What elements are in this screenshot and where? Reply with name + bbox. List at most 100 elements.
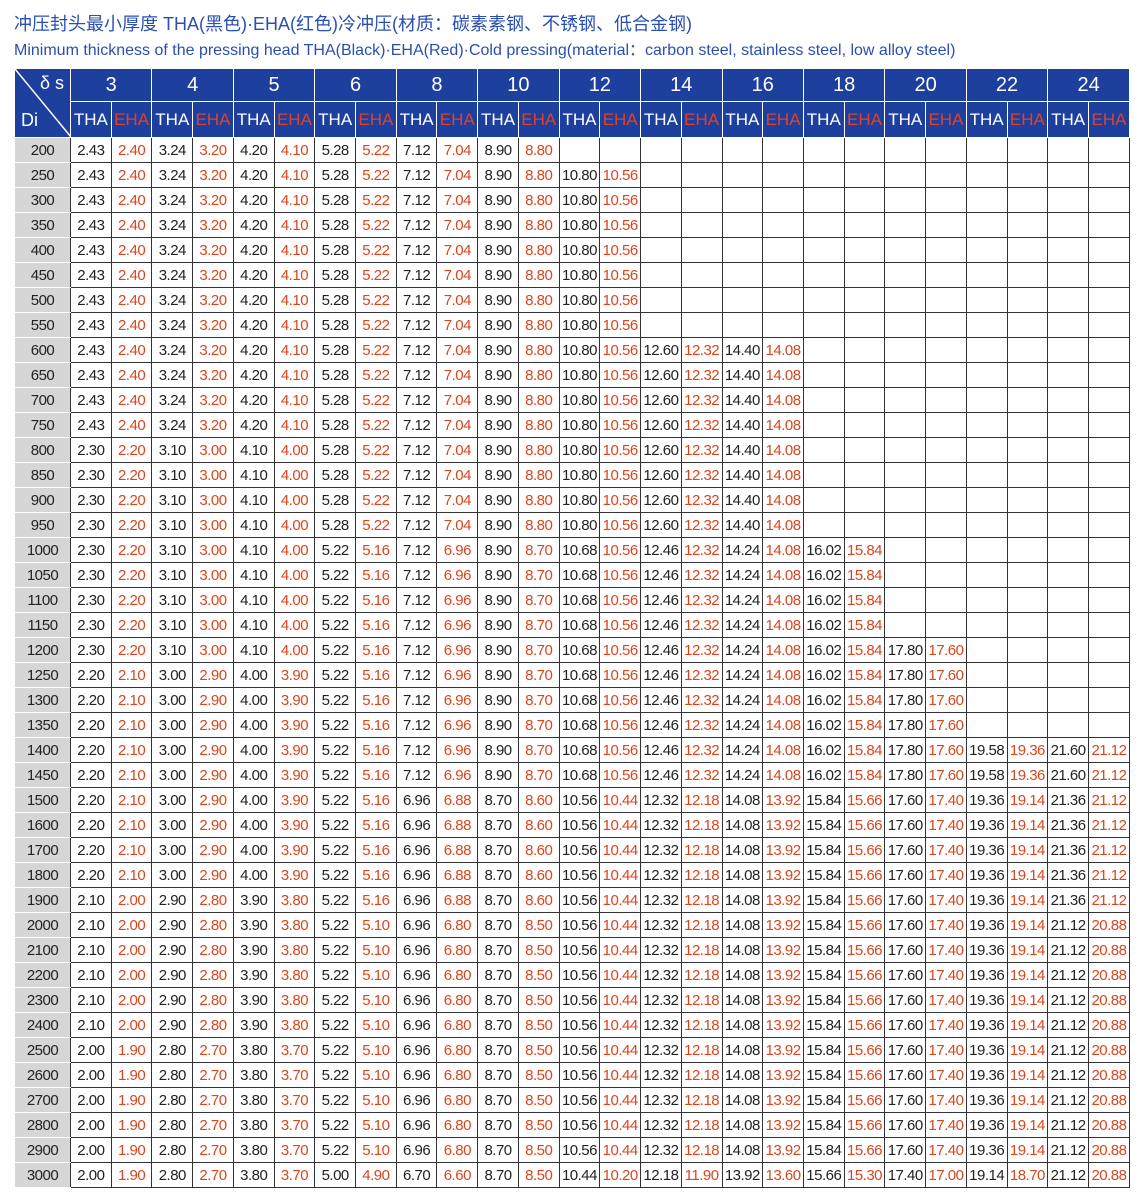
- di-cell: 800: [14, 437, 71, 463]
- tha-value-cell: 14.40: [721, 487, 764, 513]
- tha-value-cell: [802, 437, 845, 463]
- eha-value-cell: 2.90: [192, 762, 234, 788]
- eha-value-cell: 8.80: [517, 162, 560, 188]
- eha-value-cell: [762, 187, 804, 213]
- tha-value-cell: [1047, 462, 1089, 488]
- tha-value-cell: 12.32: [640, 1012, 682, 1038]
- eha-value-cell: 3.90: [273, 712, 316, 738]
- eha-value-cell: 8.80: [517, 462, 560, 488]
- eha-value-cell: 5.22: [355, 387, 397, 413]
- eha-value-cell: 3.20: [192, 162, 234, 188]
- tha-value-cell: 12.32: [640, 1037, 682, 1063]
- tha-header: THA: [640, 101, 682, 138]
- eha-value-cell: [1087, 162, 1131, 188]
- eha-value-cell: [680, 237, 723, 263]
- tha-value-cell: 19.36: [965, 887, 1008, 913]
- eha-value-cell: 3.20: [192, 412, 234, 438]
- tha-value-cell: 4.20: [232, 412, 275, 438]
- eha-value-cell: 14.08: [762, 412, 804, 438]
- tha-value-cell: 7.12: [395, 562, 438, 588]
- tha-value-cell: [965, 712, 1008, 738]
- tha-value-cell: 4.00: [232, 687, 275, 713]
- table-row: 1000 2.30 2.20 3.10 3.00 4.10 4.00 5.22 5.16 7.12…: [14, 537, 1131, 563]
- eha-value-cell: 12.18: [680, 837, 723, 863]
- tha-value-cell: 12.60: [640, 412, 682, 438]
- eha-value-cell: 12.18: [680, 1012, 723, 1038]
- tha-value-cell: 12.46: [640, 662, 682, 688]
- tha-value-cell: [1047, 587, 1089, 613]
- eha-value-cell: 3.00: [192, 587, 234, 613]
- eha-value-cell: [925, 187, 967, 213]
- eha-value-cell: 2.70: [192, 1062, 234, 1088]
- tha-value-cell: 7.12: [395, 712, 438, 738]
- eha-value-cell: [1087, 337, 1131, 363]
- tha-value-cell: 15.84: [802, 1087, 845, 1113]
- eha-value-cell: [925, 387, 967, 413]
- tha-value-cell: [721, 312, 764, 338]
- eha-value-cell: 3.70: [273, 1112, 316, 1138]
- tha-value-cell: 10.68: [558, 662, 601, 688]
- eha-value-cell: [1006, 662, 1049, 688]
- tha-value-cell: [1047, 537, 1089, 563]
- eha-value-cell: 2.10: [110, 862, 153, 888]
- eha-value-cell: 14.08: [762, 512, 804, 538]
- tha-value-cell: 14.08: [721, 1062, 764, 1088]
- tha-value-cell: 2.10: [70, 987, 112, 1013]
- eha-value-cell: [925, 412, 967, 438]
- eha-value-cell: 12.18: [680, 1087, 723, 1113]
- eha-value-cell: 21.12: [1087, 787, 1131, 813]
- tha-value-cell: [965, 687, 1008, 713]
- tha-value-cell: 5.28: [314, 237, 357, 263]
- eha-value-cell: 10.56: [599, 362, 642, 388]
- tha-value-cell: 8.90: [477, 287, 519, 313]
- eha-value-cell: 2.40: [110, 287, 153, 313]
- tha-header: THA: [151, 101, 194, 138]
- eha-value-cell: 2.10: [110, 687, 153, 713]
- eha-value-cell: 6.88: [436, 812, 479, 838]
- eha-value-cell: 10.44: [599, 1087, 642, 1113]
- tha-value-cell: 14.08: [721, 837, 764, 863]
- di-cell: 1900: [14, 887, 71, 913]
- eha-value-cell: 4.10: [273, 337, 316, 363]
- tha-value-cell: [884, 412, 927, 438]
- tha-value-cell: 3.10: [151, 637, 194, 663]
- tha-value-cell: [884, 362, 927, 388]
- di-cell: 2200: [14, 962, 71, 988]
- tha-value-cell: 2.43: [70, 187, 112, 213]
- eha-value-cell: 5.16: [355, 587, 397, 613]
- eha-header: EHA: [1087, 101, 1131, 138]
- eha-value-cell: 5.10: [355, 962, 397, 988]
- table-row: 1250 2.20 2.10 3.00 2.90 4.00 3.90 5.22 5.16 7.12…: [14, 662, 1131, 688]
- eha-value-cell: 5.16: [355, 887, 397, 913]
- eha-value-cell: 15.66: [843, 1112, 886, 1138]
- tha-value-cell: [802, 362, 845, 388]
- eha-value-cell: [762, 262, 804, 288]
- eha-value-cell: 3.20: [192, 287, 234, 313]
- tha-value-cell: [640, 137, 682, 163]
- tha-value-cell: 5.22: [314, 962, 357, 988]
- eha-value-cell: 10.56: [599, 237, 642, 263]
- eha-value-cell: 10.44: [599, 837, 642, 863]
- eha-value-cell: [762, 237, 804, 263]
- tha-value-cell: 2.80: [151, 1112, 194, 1138]
- eha-value-cell: 8.50: [517, 912, 560, 938]
- tha-value-cell: 10.80: [558, 412, 601, 438]
- eha-value-cell: 8.60: [517, 812, 560, 838]
- tha-value-cell: [1047, 712, 1089, 738]
- tha-value-cell: 12.32: [640, 837, 682, 863]
- tha-value-cell: 3.10: [151, 537, 194, 563]
- eha-value-cell: 6.80: [436, 937, 479, 963]
- page-subtitle: Minimum thickness of the pressing head T…: [14, 42, 956, 59]
- tha-value-cell: 5.22: [314, 662, 357, 688]
- eha-value-cell: 6.80: [436, 1062, 479, 1088]
- tha-value-cell: 10.56: [558, 1112, 601, 1138]
- tha-value-cell: 12.32: [640, 1087, 682, 1113]
- eha-value-cell: 20.88: [1087, 912, 1131, 938]
- eha-value-cell: [1087, 687, 1131, 713]
- tha-value-cell: 5.22: [314, 912, 357, 938]
- tha-value-cell: 8.90: [477, 162, 519, 188]
- tha-value-cell: 14.40: [721, 337, 764, 363]
- tha-value-cell: 10.80: [558, 337, 601, 363]
- di-cell: 2300: [14, 987, 71, 1013]
- eha-value-cell: 2.20: [110, 537, 153, 563]
